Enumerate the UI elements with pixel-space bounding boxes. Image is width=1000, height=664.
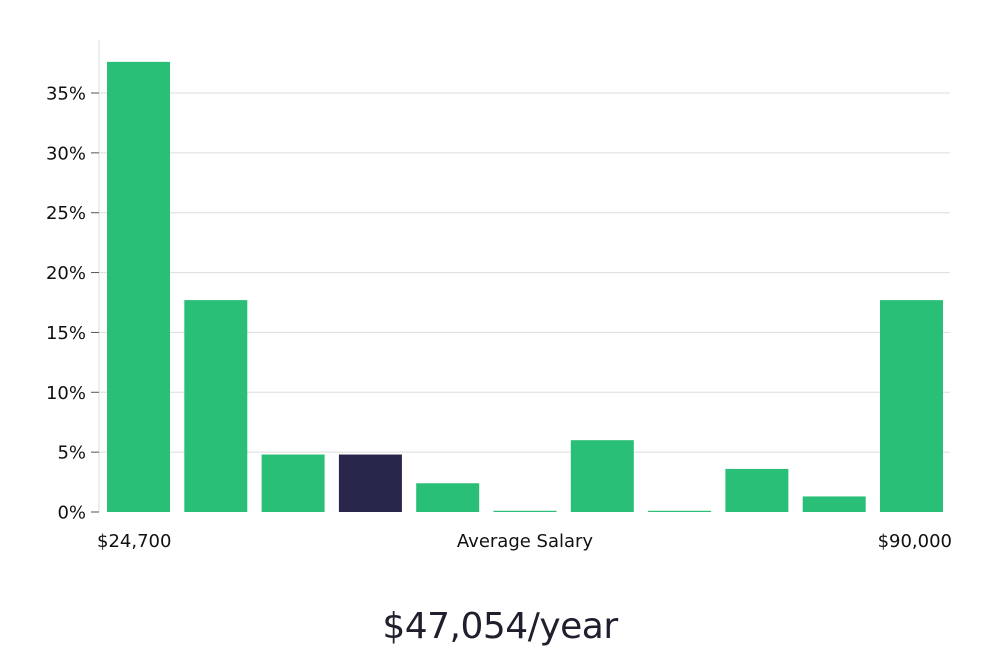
y-tick-label: 15% — [46, 323, 86, 344]
y-tick-label: 20% — [46, 263, 86, 284]
bar — [184, 300, 248, 512]
y-tick-label: 25% — [46, 203, 86, 224]
bar — [261, 454, 325, 512]
bar — [107, 61, 170, 512]
bar-highlighted — [338, 454, 402, 512]
bars — [107, 61, 943, 512]
x-axis-title: Average Salary — [457, 531, 594, 552]
bar — [648, 510, 712, 512]
bar — [570, 440, 634, 512]
y-tick-labels: 0% 5% 10% 15% 20% 25% 30% 35% — [46, 84, 99, 524]
bar — [493, 510, 557, 512]
bar — [802, 496, 866, 512]
x-max-label: $90,000 — [878, 531, 952, 552]
y-tick-label: 0% — [57, 503, 86, 524]
bar — [880, 300, 943, 512]
y-tick-label: 35% — [46, 84, 86, 105]
x-min-label: $24,700 — [97, 531, 171, 552]
x-labels: $24,700 Average Salary $90,000 — [97, 531, 952, 552]
y-tick-label: 10% — [46, 383, 86, 404]
average-salary-headline: $47,054/year — [382, 606, 618, 647]
y-tick-label: 30% — [46, 143, 86, 164]
bar — [725, 468, 789, 512]
bar — [416, 483, 480, 512]
y-tick-label: 5% — [57, 443, 86, 464]
